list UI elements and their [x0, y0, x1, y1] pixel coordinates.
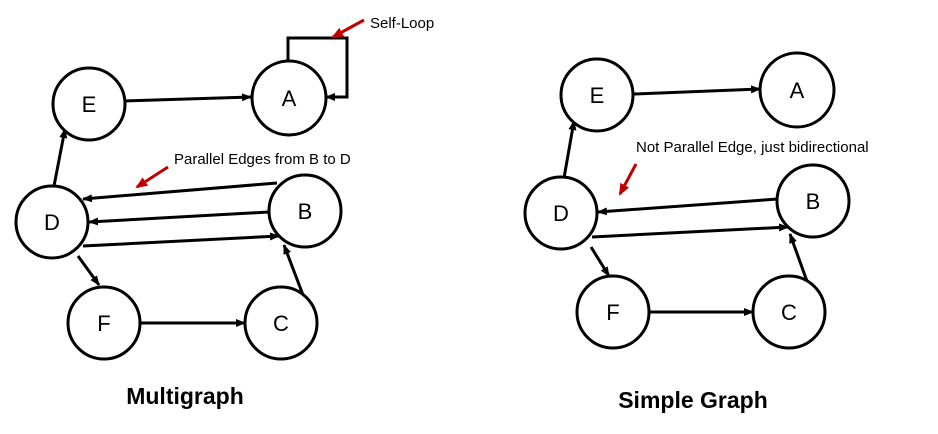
simple-graph: A E D B F C Not Parallel Edge, just bidi… [523, 51, 869, 413]
node-d: D [14, 184, 90, 260]
multigraph: A E D B F C Self-Loop Parallel Edges fro… [14, 15, 434, 409]
node-b-label: B [298, 199, 313, 224]
bidirectional-annotation: Not Parallel Edge, just bidirectional [636, 139, 869, 156]
node-f-simple-label: F [606, 300, 619, 325]
edge-e-to-a [124, 93, 252, 103]
node-d-label: D [44, 210, 60, 235]
edge-d-to-f [76, 255, 101, 286]
self-loop-pointer-arrow [331, 18, 365, 39]
node-b: B [267, 173, 343, 249]
node-a-simple: A [758, 51, 836, 129]
edge-b-to-d-2 [88, 210, 270, 226]
node-d-simple-label: D [553, 201, 569, 226]
node-c-simple: C [751, 274, 827, 350]
node-f: F [66, 285, 142, 361]
node-a: A [250, 59, 328, 137]
node-e-simple-label: E [590, 83, 605, 108]
edge-d-to-e [52, 128, 68, 187]
node-f-simple: F [575, 274, 651, 350]
edge-e-to-a-simple [633, 85, 761, 96]
self-loop-a [286, 36, 349, 101]
node-f-label: F [97, 311, 110, 336]
edge-b-to-d-1 [82, 181, 278, 203]
edge-d-to-b [82, 232, 280, 248]
edge-b-to-d-simple [597, 197, 779, 216]
node-c-label: C [273, 311, 289, 336]
node-a-simple-label: A [790, 78, 805, 103]
edge-d-to-b-simple [591, 223, 789, 239]
edge-c-to-b-simple [788, 233, 810, 285]
edge-d-to-e-simple [562, 120, 577, 179]
parallel-edges-annotation: Parallel Edges from B to D [174, 151, 351, 168]
node-e-simple: E [559, 57, 635, 133]
node-a-label: A [282, 86, 297, 111]
node-c: C [243, 285, 319, 361]
multigraph-caption: Multigraph [126, 383, 244, 409]
edge-c-to-b [282, 244, 305, 296]
parallel-edges-pointer-arrow [135, 165, 169, 189]
node-c-simple-label: C [781, 300, 797, 325]
node-e: E [51, 66, 127, 142]
self-loop-annotation: Self-Loop [370, 15, 434, 32]
node-b-simple-label: B [806, 189, 821, 214]
node-b-simple: B [775, 163, 851, 239]
edge-d-to-f-simple [589, 246, 611, 277]
simple-graph-caption: Simple Graph [618, 387, 768, 413]
node-d-simple: D [523, 175, 599, 251]
bidirectional-pointer-arrow [618, 163, 638, 196]
node-e-label: E [82, 92, 97, 117]
